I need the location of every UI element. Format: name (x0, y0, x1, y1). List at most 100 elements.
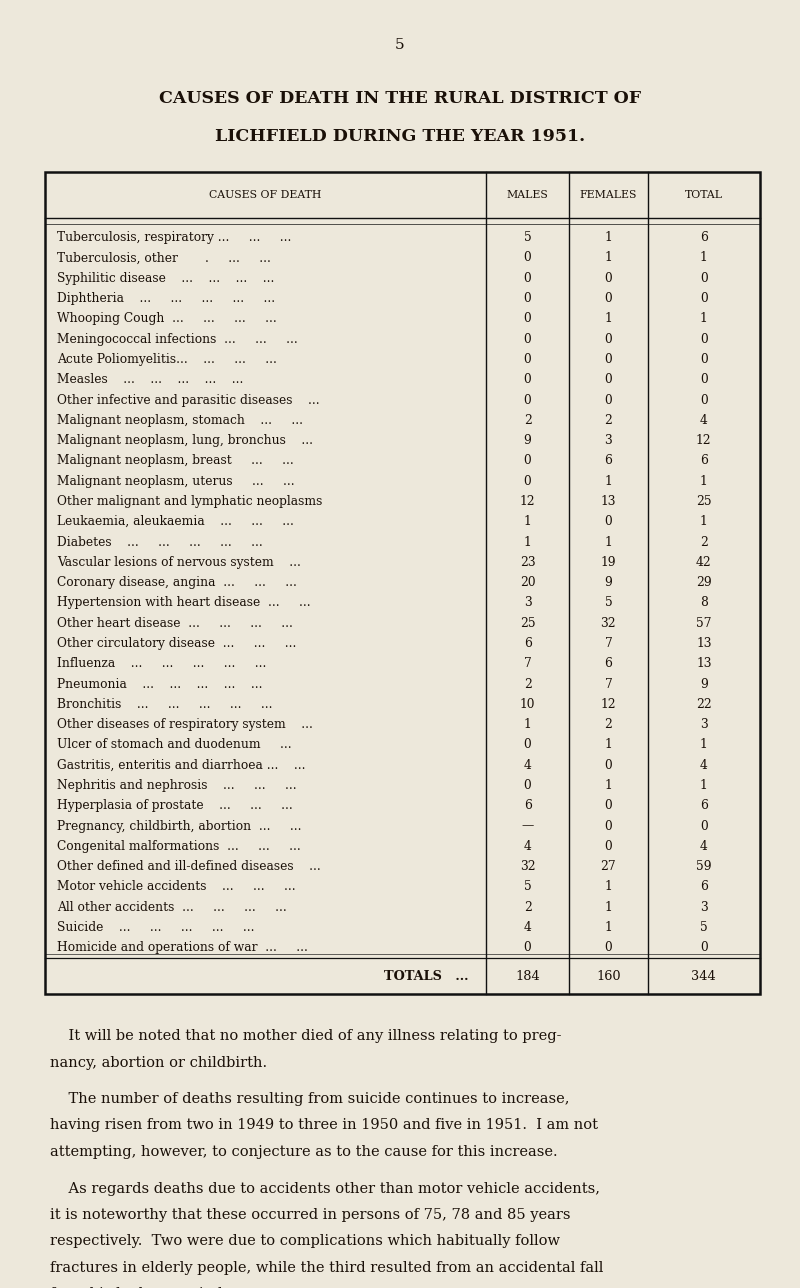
Text: respectively.  Two were due to complications which habitually follow: respectively. Two were due to complicati… (50, 1234, 560, 1248)
Text: Leukaemia, aleukaemia    ...     ...     ...: Leukaemia, aleukaemia ... ... ... (57, 515, 294, 528)
Text: having risen from two in 1949 to three in 1950 and five in 1951.  I am not: having risen from two in 1949 to three i… (50, 1118, 598, 1132)
Text: 0: 0 (700, 819, 708, 832)
Text: Measles    ...    ...    ...    ...    ...: Measles ... ... ... ... ... (57, 374, 243, 386)
Text: 5: 5 (524, 881, 531, 894)
Text: 0: 0 (700, 332, 708, 345)
Text: It will be noted that no mother died of any illness relating to preg-: It will be noted that no mother died of … (50, 1029, 562, 1043)
Text: 1: 1 (605, 779, 612, 792)
Bar (45, 173, 760, 994)
Text: attempting, however, to conjecture as to the cause for this increase.: attempting, however, to conjecture as to… (50, 1145, 558, 1159)
Text: 0: 0 (524, 374, 531, 386)
Text: 0: 0 (524, 738, 531, 751)
Text: 2: 2 (605, 413, 612, 426)
Text: 0: 0 (700, 374, 708, 386)
Text: 13: 13 (696, 638, 712, 650)
Text: 3: 3 (524, 596, 531, 609)
Text: 20: 20 (520, 576, 535, 589)
Text: 12: 12 (696, 434, 712, 447)
Text: 1: 1 (700, 738, 708, 751)
Text: 0: 0 (524, 942, 531, 954)
Text: 27: 27 (601, 860, 616, 873)
Text: 1: 1 (605, 475, 612, 488)
Text: 1: 1 (605, 881, 612, 894)
Text: Meningococcal infections  ...     ...     ...: Meningococcal infections ... ... ... (57, 332, 298, 345)
Text: 59: 59 (696, 860, 712, 873)
Text: 1: 1 (605, 231, 612, 245)
Text: 32: 32 (520, 860, 535, 873)
Text: 4: 4 (700, 759, 708, 772)
Text: 344: 344 (691, 970, 716, 983)
Text: 0: 0 (605, 515, 612, 528)
Text: 6: 6 (700, 231, 708, 245)
Text: 0: 0 (524, 475, 531, 488)
Text: Malignant neoplasm, breast     ...     ...: Malignant neoplasm, breast ... ... (57, 455, 294, 468)
Text: Other diseases of respiratory system    ...: Other diseases of respiratory system ... (57, 719, 313, 732)
Text: Syphilitic disease    ...    ...    ...    ...: Syphilitic disease ... ... ... ... (57, 272, 274, 285)
Text: 6: 6 (524, 638, 531, 650)
Text: 9: 9 (524, 434, 531, 447)
Text: 0: 0 (524, 353, 531, 366)
Text: 1: 1 (700, 313, 708, 326)
Text: 0: 0 (605, 272, 612, 285)
Text: 1: 1 (524, 515, 531, 528)
Text: 7: 7 (605, 638, 612, 650)
Text: Other malignant and lymphatic neoplasms: Other malignant and lymphatic neoplasms (57, 495, 322, 507)
Text: TOTAL: TOTAL (685, 191, 723, 200)
Text: Bronchitis    ...     ...     ...     ...     ...: Bronchitis ... ... ... ... ... (57, 698, 273, 711)
Text: 6: 6 (700, 800, 708, 813)
Text: MALES: MALES (506, 191, 549, 200)
Text: Hyperplasia of prostate    ...     ...     ...: Hyperplasia of prostate ... ... ... (57, 800, 293, 813)
Text: 0: 0 (605, 840, 612, 853)
Text: As regards deaths due to accidents other than motor vehicle accidents,: As regards deaths due to accidents other… (50, 1181, 600, 1195)
Text: 0: 0 (524, 779, 531, 792)
Text: 3: 3 (700, 900, 708, 913)
Text: Influenza    ...     ...     ...     ...     ...: Influenza ... ... ... ... ... (57, 657, 266, 670)
Text: Acute Poliomyelitis...    ...     ...     ...: Acute Poliomyelitis... ... ... ... (57, 353, 277, 366)
Text: 184: 184 (515, 970, 540, 983)
Text: Gastritis, enteritis and diarrhoea ...    ...: Gastritis, enteritis and diarrhoea ... .… (57, 759, 306, 772)
Text: 6: 6 (700, 881, 708, 894)
Text: Hypertension with heart disease  ...     ...: Hypertension with heart disease ... ... (57, 596, 310, 609)
Text: 160: 160 (596, 970, 621, 983)
Text: CAUSES OF DEATH IN THE RURAL DISTRICT OF: CAUSES OF DEATH IN THE RURAL DISTRICT OF (159, 90, 641, 107)
Text: Whooping Cough  ...     ...     ...     ...: Whooping Cough ... ... ... ... (57, 313, 277, 326)
Text: Malignant neoplasm, uterus     ...     ...: Malignant neoplasm, uterus ... ... (57, 475, 294, 488)
Text: Other heart disease  ...     ...     ...     ...: Other heart disease ... ... ... ... (57, 617, 293, 630)
Text: Diabetes    ...     ...     ...     ...     ...: Diabetes ... ... ... ... ... (57, 536, 262, 549)
Text: Other defined and ill-defined diseases    ...: Other defined and ill-defined diseases .… (57, 860, 321, 873)
Text: Nephritis and nephrosis    ...     ...     ...: Nephritis and nephrosis ... ... ... (57, 779, 297, 792)
Text: 2: 2 (605, 719, 612, 732)
Text: 1: 1 (605, 536, 612, 549)
Text: Pneumonia    ...    ...    ...    ...    ...: Pneumonia ... ... ... ... ... (57, 677, 262, 690)
Text: 9: 9 (700, 677, 708, 690)
Text: 1: 1 (605, 900, 612, 913)
Text: Homicide and operations of war  ...     ...: Homicide and operations of war ... ... (57, 942, 308, 954)
Text: 2: 2 (524, 413, 531, 426)
Text: 1: 1 (700, 475, 708, 488)
Text: 8: 8 (700, 596, 708, 609)
Text: Tuberculosis, other       .     ...     ...: Tuberculosis, other . ... ... (57, 251, 271, 264)
Text: 0: 0 (605, 759, 612, 772)
Text: 0: 0 (524, 455, 531, 468)
Text: 32: 32 (601, 617, 616, 630)
Text: 7: 7 (524, 657, 531, 670)
Text: Motor vehicle accidents    ...     ...     ...: Motor vehicle accidents ... ... ... (57, 881, 296, 894)
Text: All other accidents  ...     ...     ...     ...: All other accidents ... ... ... ... (57, 900, 286, 913)
Text: Malignant neoplasm, stomach    ...     ...: Malignant neoplasm, stomach ... ... (57, 413, 303, 426)
Text: 2: 2 (524, 900, 531, 913)
Text: 1: 1 (605, 738, 612, 751)
Text: 0: 0 (700, 272, 708, 285)
Text: 4: 4 (524, 921, 531, 934)
Text: 0: 0 (700, 942, 708, 954)
Text: 7: 7 (605, 677, 612, 690)
Text: 5: 5 (700, 921, 708, 934)
Text: Malignant neoplasm, lung, bronchus    ...: Malignant neoplasm, lung, bronchus ... (57, 434, 313, 447)
Text: CAUSES OF DEATH: CAUSES OF DEATH (210, 191, 322, 200)
Text: 5: 5 (524, 231, 531, 245)
Text: 0: 0 (700, 292, 708, 305)
Text: 23: 23 (520, 556, 535, 569)
Text: 5: 5 (395, 39, 405, 52)
Text: 4: 4 (524, 759, 531, 772)
Text: 0: 0 (605, 819, 612, 832)
Text: 12: 12 (601, 698, 616, 711)
